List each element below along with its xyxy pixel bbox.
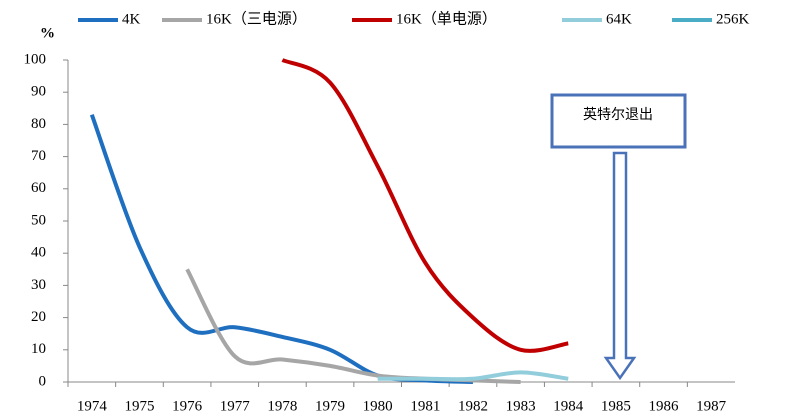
annotation-box: [550, 93, 687, 149]
y-tick-label: 40: [31, 245, 46, 261]
x-tick-label: 1974: [77, 398, 108, 414]
x-tick-label: 1981: [410, 398, 440, 414]
y-tick-label: 100: [24, 51, 47, 67]
x-tick-label: 1978: [267, 398, 297, 414]
y-tick-label: 20: [31, 309, 46, 325]
y-axis-label: %: [40, 25, 55, 41]
y-tick-label: 50: [31, 212, 46, 228]
y-tick-label: 0: [39, 373, 47, 389]
x-tick-label: 1984: [553, 398, 584, 414]
x-tick-label: 1987: [696, 398, 727, 414]
x-tick-label: 1980: [363, 398, 393, 414]
legend-label: 4K: [122, 11, 141, 27]
x-tick-label: 1985: [601, 398, 631, 414]
y-tick-label: 70: [31, 148, 46, 164]
x-tick-label: 1977: [220, 398, 251, 414]
y-tick-label: 30: [31, 277, 46, 293]
legend-label: 16K（三电源）: [206, 10, 307, 27]
legend-label: 16K（单电源）: [396, 10, 497, 27]
y-tick-label: 10: [31, 341, 46, 357]
line-series: [377, 370, 569, 382]
x-tick-label: 1975: [124, 398, 154, 414]
y-tick-label: 90: [31, 84, 46, 100]
x-tick-label: 1976: [172, 398, 203, 414]
y-tick-label: 60: [31, 180, 46, 196]
legend-label: 256K: [716, 11, 750, 27]
x-tick-label: 1983: [506, 398, 536, 414]
x-tick-label: 1979: [315, 398, 345, 414]
annotation-arrow: [603, 151, 637, 381]
x-tick-label: 1986: [649, 398, 680, 414]
line-series: [281, 58, 569, 353]
x-tick-label: 1982: [458, 398, 488, 414]
y-tick-label: 80: [31, 116, 46, 132]
annotation-text: 英特尔退出: [583, 106, 653, 123]
legend-label: 64K: [606, 11, 632, 27]
